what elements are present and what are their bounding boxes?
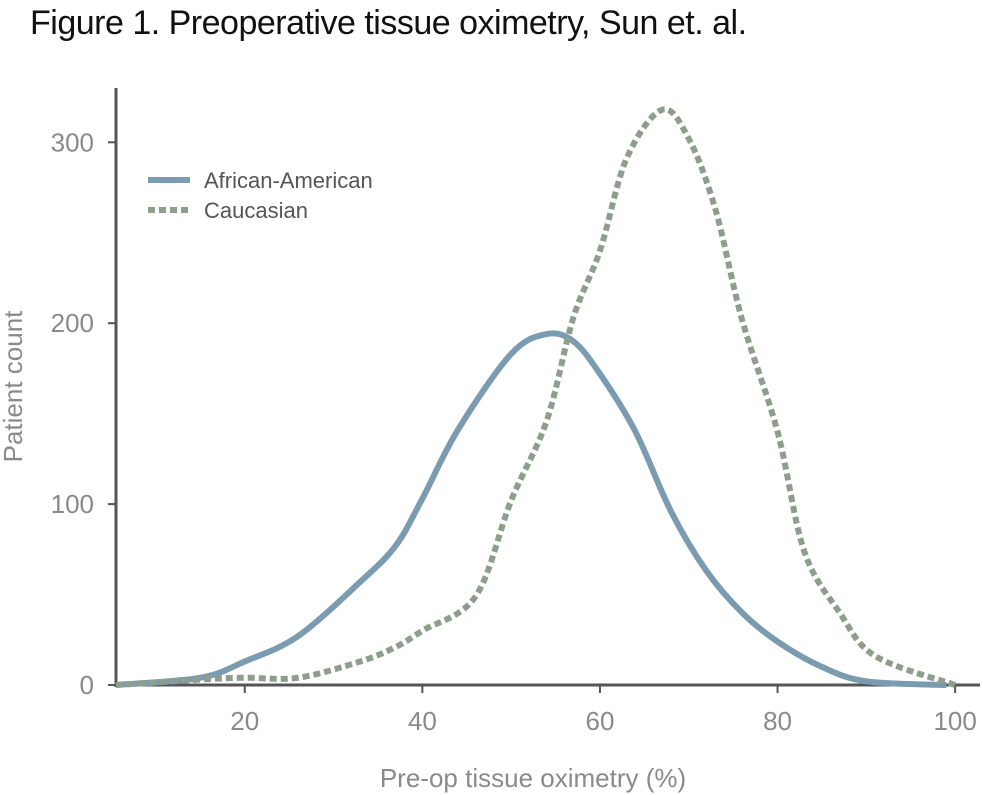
chart-title: Figure 1. Preoperative tissue oximetry, … xyxy=(30,4,747,42)
y-tick-label: 0 xyxy=(80,670,94,700)
x-tick-label: 60 xyxy=(585,706,614,736)
y-tick-label: 100 xyxy=(51,489,94,519)
x-tick-label: 80 xyxy=(763,706,792,736)
y-axis-label: Patient count xyxy=(0,310,28,463)
x-tick-label: 100 xyxy=(933,706,976,736)
x-tick-label: 20 xyxy=(230,706,259,736)
series-line-african-american xyxy=(115,330,947,688)
y-tick-label: 200 xyxy=(51,308,94,338)
series-line-caucasian xyxy=(115,106,957,688)
legend-label: African-American xyxy=(204,168,373,193)
legend-label: Caucasian xyxy=(204,198,308,223)
x-tick-label: 40 xyxy=(408,706,437,736)
x-axis-label: Pre-op tissue oximetry (%) xyxy=(380,763,686,793)
y-tick-label: 300 xyxy=(51,127,94,157)
